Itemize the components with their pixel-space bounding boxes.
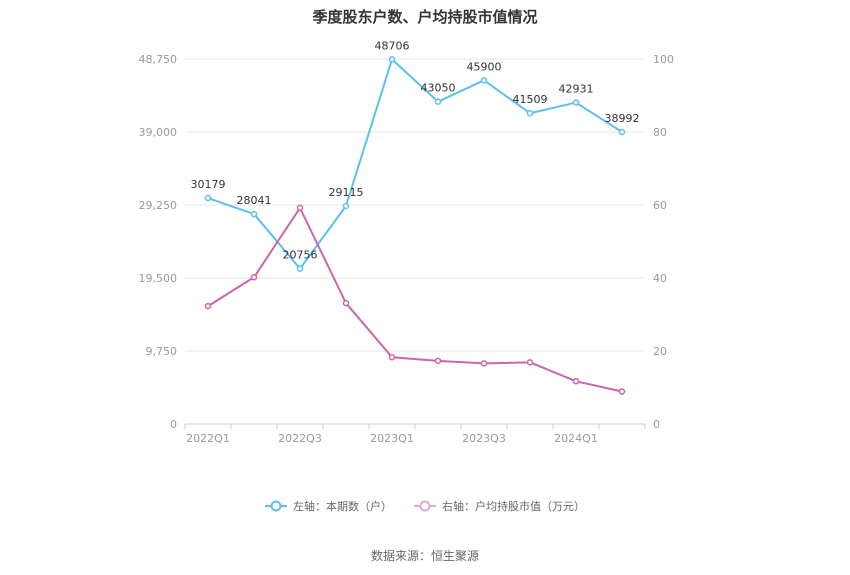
chart-title: 季度股东户数、户均持股市值情况 bbox=[312, 8, 538, 26]
data-label: 20756 bbox=[283, 249, 318, 262]
legend-item-right-series[interactable]: 右轴：户均持股市值（万元） bbox=[414, 498, 585, 514]
data-label: 43050 bbox=[421, 82, 456, 95]
right-y-tick-label: 100 bbox=[653, 53, 674, 66]
axes: 0 9,750 19,500 29,250 39,000 48,750 0 20 40 60 80 1… bbox=[139, 53, 675, 445]
data-point bbox=[388, 353, 396, 361]
legend: 左轴：本期数（户） 右轴：户均持股市值（万元） bbox=[0, 498, 850, 514]
data-point bbox=[618, 128, 626, 136]
right-y-tick-label: 40 bbox=[653, 272, 667, 285]
data-point bbox=[204, 194, 212, 202]
data-point bbox=[296, 204, 304, 212]
left-y-tick-label: 39,000 bbox=[139, 126, 178, 139]
legend-item-left-series[interactable]: 左轴：本期数（户） bbox=[265, 498, 392, 514]
data-label: 38992 bbox=[605, 112, 640, 125]
legend-label-right: 右轴：户均持股市值（万元） bbox=[442, 500, 585, 513]
data-point bbox=[572, 378, 580, 385]
x-tick-label: 2022Q3 bbox=[278, 432, 322, 445]
right-y-tick-label: 0 bbox=[653, 418, 660, 431]
data-point bbox=[572, 99, 580, 106]
left-y-tick-label: 48,750 bbox=[139, 53, 178, 66]
data-label: 42931 bbox=[559, 83, 594, 96]
data-label: 29115 bbox=[329, 186, 364, 199]
data-point bbox=[526, 109, 534, 117]
left-y-tick-label: 19,500 bbox=[139, 272, 178, 285]
series bbox=[204, 56, 626, 395]
legend-label-left: 左轴：本期数（户） bbox=[293, 500, 392, 513]
data-point bbox=[388, 56, 396, 63]
x-tick-label: 2024Q1 bbox=[554, 432, 598, 445]
left-y-tick-label: 0 bbox=[170, 418, 177, 431]
data-label: 28041 bbox=[237, 194, 272, 207]
data-point bbox=[204, 302, 212, 310]
x-tick-label: 2023Q3 bbox=[462, 432, 506, 445]
data-point bbox=[526, 359, 534, 366]
x-tick-label: 2022Q1 bbox=[186, 432, 230, 445]
left-y-tick-label: 9,750 bbox=[146, 345, 178, 358]
data-point bbox=[480, 77, 488, 84]
source-note: 数据来源：恒生聚源 bbox=[370, 549, 479, 563]
right-y-tick-label: 80 bbox=[653, 126, 667, 139]
legend-swatch-left-icon bbox=[265, 500, 287, 512]
data-label: 30179 bbox=[191, 178, 226, 191]
right-y-tick-label: 20 bbox=[653, 345, 667, 358]
data-point bbox=[342, 202, 350, 210]
left-y-tick-label: 29,250 bbox=[139, 199, 178, 212]
data-point bbox=[250, 274, 258, 281]
data-point bbox=[618, 388, 626, 395]
x-tick-label: 2023Q1 bbox=[370, 432, 414, 445]
data-label: 41509 bbox=[513, 93, 548, 106]
data-point bbox=[296, 265, 304, 272]
data-point bbox=[434, 98, 442, 105]
data-labels: 30179 28041 20756 29115 48706 43050 45900 41509… bbox=[191, 39, 640, 261]
data-point bbox=[342, 299, 350, 307]
data-point bbox=[250, 210, 258, 218]
gridlines bbox=[185, 58, 645, 352]
data-label: 45900 bbox=[467, 60, 502, 73]
series-line-right bbox=[207, 206, 623, 393]
right-y-tick-label: 60 bbox=[653, 199, 667, 212]
data-point bbox=[480, 360, 488, 367]
data-label: 48706 bbox=[375, 39, 410, 52]
data-point bbox=[434, 357, 442, 365]
legend-swatch-right-icon bbox=[414, 500, 436, 512]
